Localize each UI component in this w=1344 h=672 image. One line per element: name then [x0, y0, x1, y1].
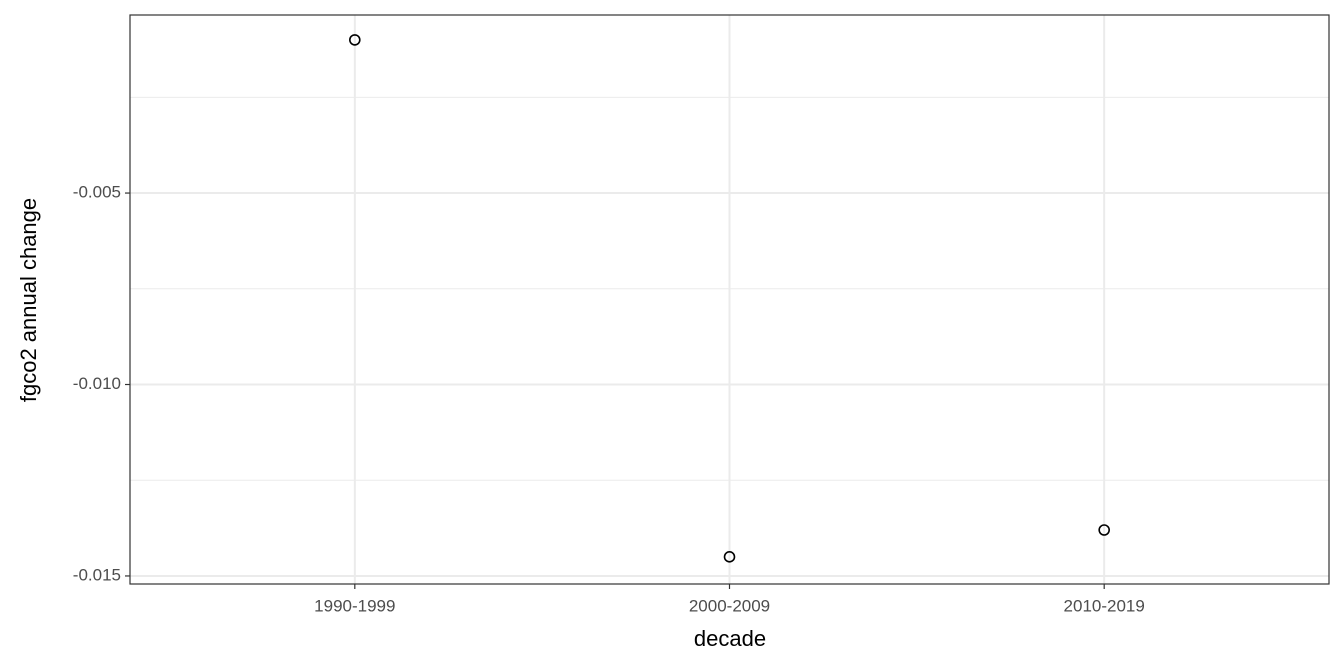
- point: [349, 34, 361, 46]
- y-axis-title: fgco2 annual change: [16, 198, 41, 402]
- x-tick-label: 2010-2019: [1064, 596, 1145, 615]
- y-tick-label: -0.015: [73, 565, 121, 584]
- y-tick-label: -0.010: [73, 374, 121, 393]
- point: [1098, 524, 1110, 536]
- x-tick-label: 2000-2009: [689, 596, 770, 615]
- marks: [349, 34, 1110, 563]
- y-tick-label: -0.005: [73, 183, 121, 202]
- point: [723, 551, 736, 563]
- x-tick-label: 1990-1999: [314, 596, 395, 615]
- x-axis-title: decade: [694, 626, 766, 651]
- grid: [130, 15, 1329, 584]
